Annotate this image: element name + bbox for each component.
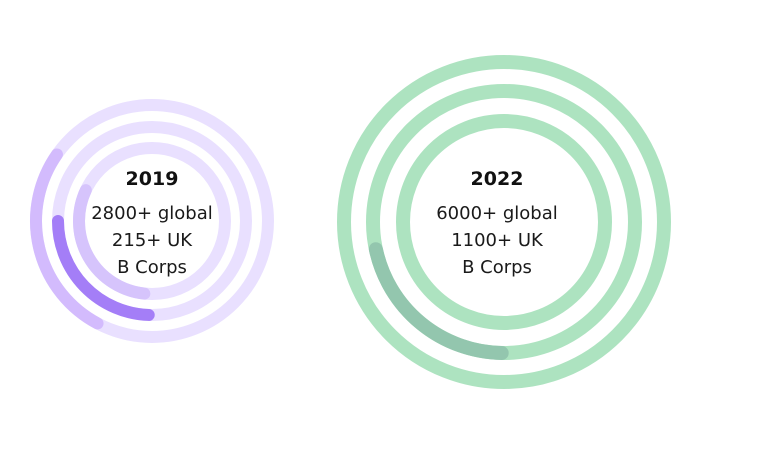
chart-2019-ring-3-arc bbox=[73, 184, 151, 300]
chart-2022-ring-2-arc bbox=[368, 242, 509, 360]
chart-2019-year: 2019 bbox=[126, 168, 179, 190]
chart-2022-rings bbox=[337, 55, 671, 389]
chart-2022-ring-3-track bbox=[396, 114, 612, 330]
chart-2019-caption: B Corps bbox=[117, 257, 187, 278]
chart-2019-rings bbox=[30, 99, 274, 343]
chart-2019-uk-count: 215+ UK bbox=[112, 230, 193, 251]
chart-2019: 2019 2800+ global 215+ UK B Corps bbox=[30, 99, 274, 343]
chart-2022-caption: B Corps bbox=[462, 257, 532, 278]
chart-2022-ring-1-track bbox=[337, 55, 671, 389]
chart-2022-global-count: 6000+ global bbox=[436, 203, 558, 224]
chart-2022-year: 2022 bbox=[471, 168, 524, 190]
chart-2022-uk-count: 1100+ UK bbox=[451, 230, 544, 251]
chart-2019-global-count: 2800+ global bbox=[91, 203, 213, 224]
chart-2022: 2022 6000+ global 1100+ UK B Corps bbox=[337, 55, 671, 389]
chart-2019-ring-1-arc bbox=[30, 148, 104, 330]
chart-2019-ring-2-arc bbox=[52, 215, 155, 321]
